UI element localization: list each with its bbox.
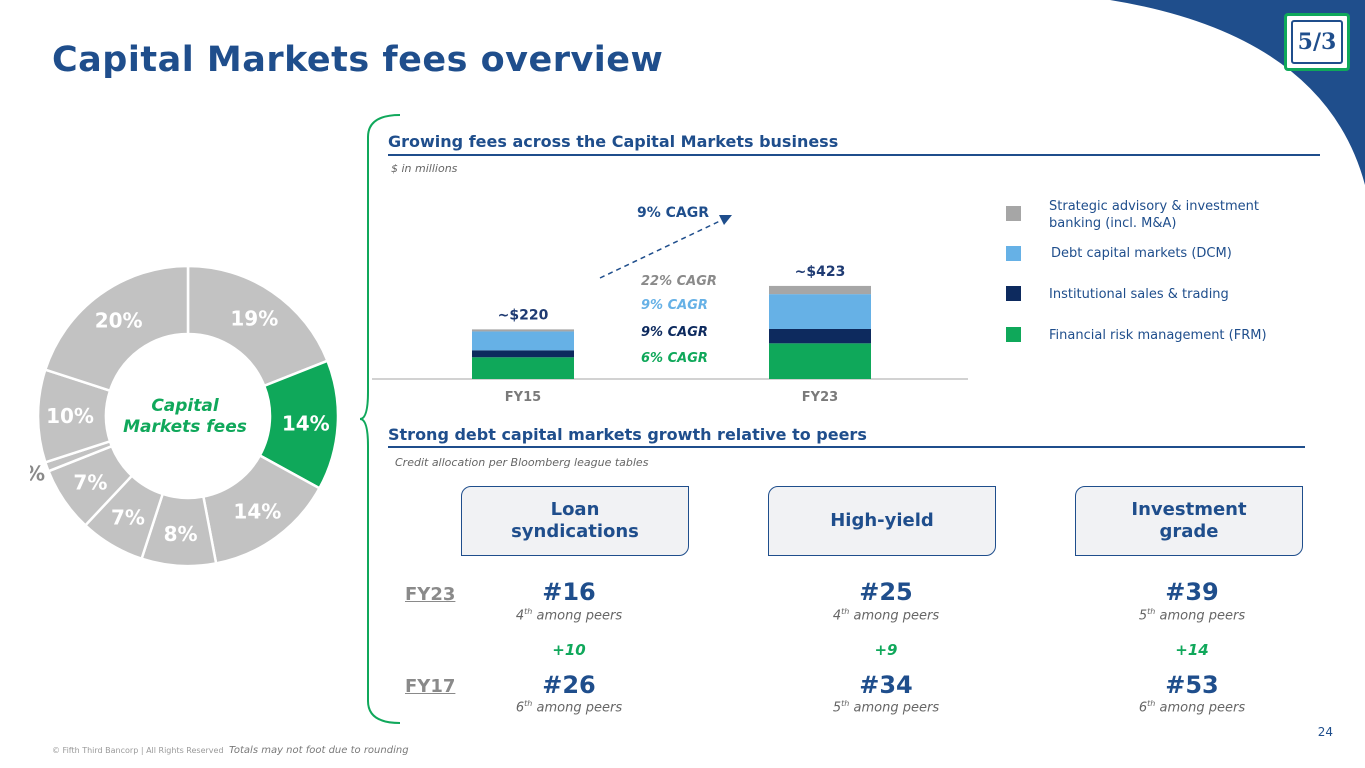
- hy-rank-delta: +9: [874, 641, 898, 659]
- bar-fy23-segment-1: [769, 343, 871, 379]
- legend-label-dcm: Debt capital markets (DCM): [1051, 246, 1232, 261]
- frm-cagr-label: 6% CAGR: [641, 351, 708, 366]
- card-loan-syndications-label: Loan syndications: [511, 499, 639, 542]
- fifth-third-logo: 5/3: [1284, 13, 1350, 71]
- donut-slice-label-6: 7%: [73, 470, 107, 494]
- legend-swatch-advisory: [1006, 206, 1021, 221]
- card-high-yield-label: High-yield: [830, 510, 934, 531]
- ig-fy17-peer-text: among peers: [1155, 700, 1246, 716]
- capital-markets-donut-chart: 19% 14% 14% 8% 7%7% 1% 10% 20%: [30, 264, 340, 568]
- card-investment-grade-label: Investment grade: [1131, 499, 1247, 542]
- hy-fy17-rank: #34: [859, 671, 913, 699]
- bar-total-label-fy23: ~$423: [795, 264, 846, 280]
- ig-fy23-peer-ordinal: 5: [1138, 608, 1148, 624]
- hy-fy23-rank: #25: [859, 578, 913, 606]
- hy-fy17-peer: 5th among peers: [786, 699, 986, 715]
- cagr-arrow-line: [599, 219, 723, 279]
- dcm-section-rule: [388, 446, 1305, 448]
- donut-slice-label-4: 8%: [164, 522, 198, 546]
- hy-fy17-peer-text: among peers: [849, 700, 940, 716]
- card-high-yield: High-yield: [768, 486, 996, 556]
- growth-section-title: Growing fees across the Capital Markets …: [388, 132, 839, 151]
- hy-fy23-peer-suffix: th: [841, 607, 850, 616]
- legend-swatch-sales-trading: [1006, 286, 1021, 301]
- ig-fy23-rank: #39: [1165, 578, 1219, 606]
- donut-center-label-line1: Capital: [151, 396, 219, 416]
- growth-section-rule: [388, 154, 1320, 156]
- hy-fy23-peer-ordinal: 4: [832, 608, 842, 624]
- loan-fy23-peer-ordinal: 4: [515, 608, 525, 624]
- ig-fy17-peer: 6th among peers: [1092, 699, 1292, 715]
- bar-total-label-fy15: ~$220: [498, 307, 549, 323]
- loan-fy17-peer: 6th among peers: [469, 699, 669, 715]
- legend-label-advisory: Strategic advisory & investment banking …: [1049, 199, 1259, 231]
- section-bracket-line: [360, 114, 401, 724]
- cagr-arrow-head: [719, 215, 732, 225]
- bar-fy15-segment-4: [472, 329, 574, 332]
- bar-fy15-segment-1: [472, 357, 574, 379]
- legend-label-frm: Financial risk management (FRM): [1049, 328, 1267, 343]
- ig-fy17-peer-ordinal: 6: [1138, 700, 1148, 716]
- bar-fy15-segment-2: [472, 350, 574, 358]
- hy-fy23-peer: 4th among peers: [786, 607, 986, 623]
- donut-center-label: Capital Markets fees: [110, 396, 260, 438]
- advisory-cagr-label: 22% CAGR: [641, 274, 717, 289]
- bar-fy23-segment-3: [769, 294, 871, 329]
- donut-slice-1: [186, 264, 330, 388]
- row-label-fy17: FY17: [405, 676, 456, 697]
- ig-fy23-peer: 5th among peers: [1092, 607, 1292, 623]
- x-tick-label-fy15: FY15: [505, 390, 541, 405]
- fees-stacked-bar-chart: ~$220 FY15 ~$423 FY23: [372, 215, 968, 405]
- loan-fy23-peer-suffix: th: [524, 607, 533, 616]
- donut-center-label-line2: Markets fees: [123, 417, 247, 437]
- legend-label-sales-trading: Institutional sales & trading: [1049, 287, 1229, 302]
- hy-fy17-peer-suffix: th: [841, 699, 850, 708]
- ig-fy23-peer-suffix: th: [1147, 607, 1156, 616]
- ig-fy17-rank: #53: [1165, 671, 1219, 699]
- dcm-section-note: Credit allocation per Bloomberg league t…: [395, 456, 649, 469]
- loan-fy17-peer-suffix: th: [524, 699, 533, 708]
- donut-slice-label-9: 20%: [95, 309, 143, 333]
- row-label-fy23: FY23: [405, 584, 456, 605]
- donut-slice-label-1: 19%: [230, 306, 278, 330]
- donut-slice-label-7: 1%: [30, 462, 45, 486]
- donut-slice-label-3: 14%: [233, 499, 281, 523]
- ig-fy23-peer-text: among peers: [1155, 608, 1246, 624]
- donut-slice-label-8: 10%: [46, 404, 94, 428]
- loan-fy17-rank: #26: [542, 671, 596, 699]
- sales-trading-cagr-label: 9% CAGR: [641, 325, 708, 340]
- total-cagr-label: 9% CAGR: [637, 205, 710, 221]
- page-title: Capital Markets fees overview: [52, 40, 664, 80]
- donut-slice-label-2: 14%: [282, 411, 330, 435]
- footer-copyright: © Fifth Third Bancorp | All Rights Reser…: [52, 746, 224, 755]
- card-investment-grade: Investment grade: [1075, 486, 1303, 556]
- legend-swatch-dcm: [1006, 246, 1021, 261]
- bar-fy15-segment-3: [472, 331, 574, 351]
- dcm-section-title: Strong debt capital markets growth relat…: [388, 425, 867, 444]
- bar-fy23-segment-2: [769, 328, 871, 344]
- footer-disclaimer: Totals may not foot due to rounding: [229, 745, 409, 756]
- loan-fy17-peer-ordinal: 6: [515, 700, 525, 716]
- loan-fy23-peer-text: among peers: [532, 608, 623, 624]
- hy-fy23-peer-text: among peers: [849, 608, 940, 624]
- dcm-cagr-label: 9% CAGR: [641, 298, 708, 313]
- ig-rank-delta: +14: [1175, 641, 1209, 659]
- loan-fy17-peer-text: among peers: [532, 700, 623, 716]
- growth-section-note: $ in millions: [391, 162, 458, 175]
- x-tick-label-fy23: FY23: [802, 390, 838, 405]
- loan-rank-delta: +10: [552, 641, 586, 659]
- section-bracket: [360, 114, 401, 724]
- card-loan-syndications: Loan syndications: [461, 486, 689, 556]
- page-number: 24: [1317, 725, 1333, 739]
- logo-mark: 5/3: [1291, 20, 1343, 64]
- donut-slice-9: [43, 264, 190, 393]
- legend-swatch-frm: [1006, 327, 1021, 342]
- hy-fy17-peer-ordinal: 5: [832, 700, 842, 716]
- loan-fy23-peer: 4th among peers: [469, 607, 669, 623]
- ig-fy17-peer-suffix: th: [1147, 699, 1156, 708]
- bar-fy23-segment-4: [769, 285, 871, 295]
- donut-slice-label-5: 7%: [111, 506, 145, 530]
- loan-fy23-rank: #16: [542, 578, 596, 606]
